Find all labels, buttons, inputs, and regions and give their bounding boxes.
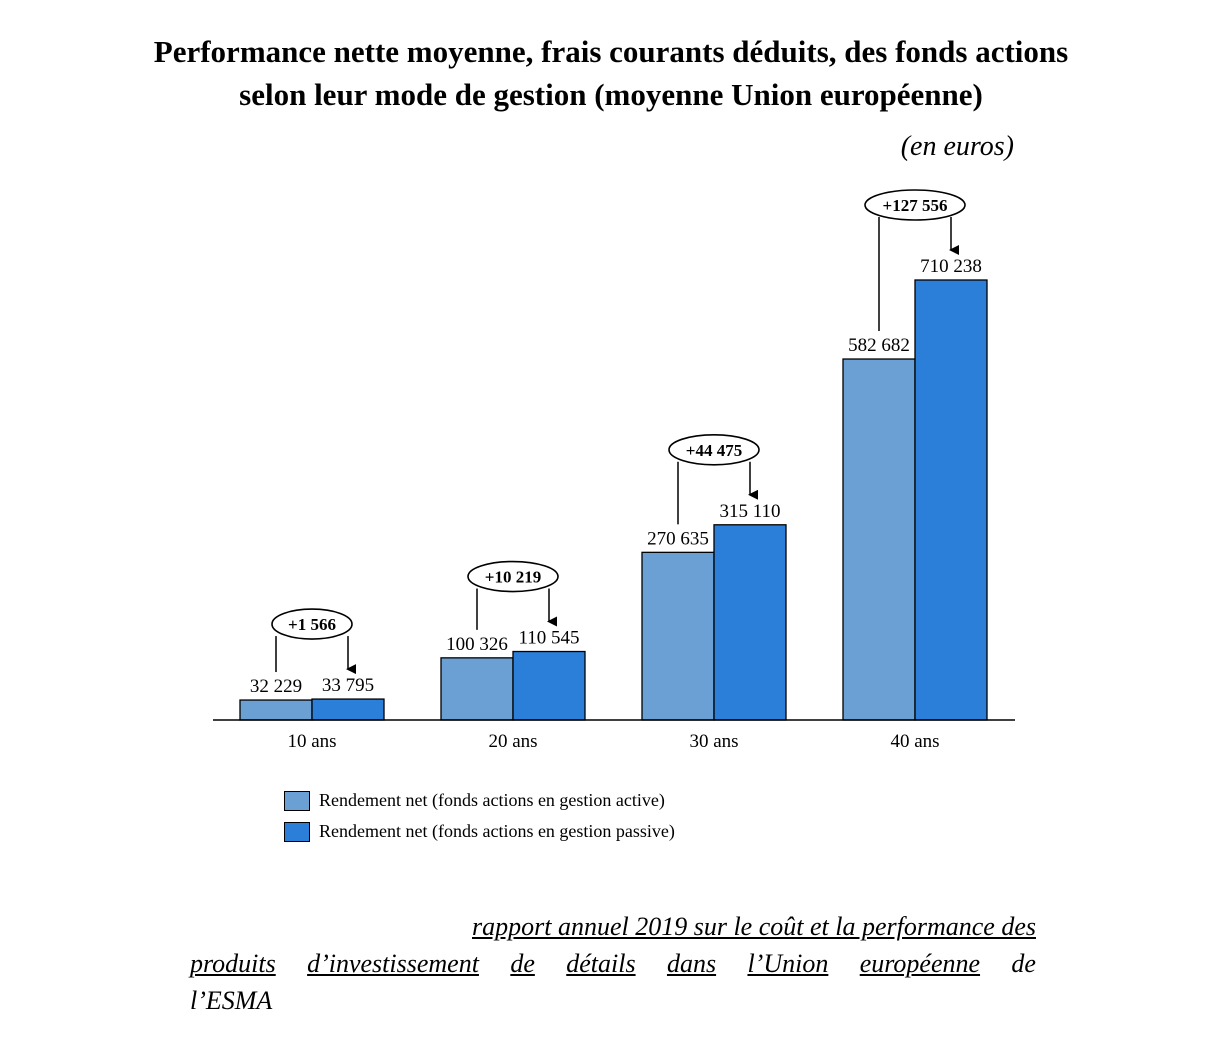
chart-title-line2: selon leur mode de gestion (moyenne Unio…: [239, 77, 983, 112]
bar-active: [842, 358, 916, 721]
source-line2-word: produits: [190, 949, 276, 978]
annotation-ellipse: [668, 433, 760, 466]
source-line1: rapport annuel 2019 sur le coût et la pe…: [190, 908, 1036, 945]
source-line2-word: l’Union: [747, 949, 829, 978]
data-label-passive: 710 238: [920, 256, 982, 277]
chart-title: Performance nette moyenne, frais courant…: [0, 30, 1222, 116]
data-label-passive: 33 795: [322, 675, 374, 696]
bar-chart: 32 229 33 795 10 ans +1 566 100 326 110 545 20…: [213, 189, 1015, 752]
annotation-ellipse: [271, 608, 353, 640]
source-line2-word: de: [510, 949, 535, 978]
legend-item-active: Rendement net (fonds actions en gestion …: [284, 785, 675, 816]
legend-swatch-passive: [284, 821, 310, 842]
data-label-passive: 110 545: [518, 628, 579, 649]
bar-passive: [512, 650, 586, 721]
legend: Rendement net (fonds actions en gestion …: [284, 785, 675, 847]
bar-active: [440, 657, 514, 721]
legend-label-active: Rendement net (fonds actions en gestion …: [319, 790, 665, 810]
x-tick-label: 20 ans: [488, 731, 537, 752]
difference-label: +10 219: [485, 568, 541, 587]
difference-label: +127 556: [883, 196, 948, 215]
source-line2-word: dans: [666, 949, 717, 978]
difference-label: +1 566: [288, 615, 336, 634]
source-line3: l’ESMA: [190, 986, 273, 1015]
data-label-passive: 315 110: [719, 501, 780, 522]
annotation-ellipse: [864, 189, 966, 221]
units-label: (en euros): [900, 131, 1014, 162]
source-line2-word: d’investissement: [307, 949, 479, 978]
legend-item-passive: Rendement net (fonds actions en gestion …: [284, 816, 675, 847]
source-line2: produits d’investissement de détails dans l’U…: [190, 945, 1036, 982]
legend-label-passive: Rendement net (fonds actions en gestion …: [319, 821, 675, 841]
source-line1-text: rapport annuel 2019 sur le coût et la pe…: [472, 912, 1036, 941]
source-line2-word: de: [1011, 949, 1036, 978]
bar-passive: [914, 279, 988, 721]
chart-title-line1: Performance nette moyenne, frais courant…: [153, 34, 1069, 69]
legend-swatch-active: [284, 790, 310, 811]
data-label-active: 32 229: [250, 676, 302, 697]
x-tick-label: 30 ans: [689, 731, 738, 752]
bar-active: [641, 551, 715, 721]
data-label-active: 100 326: [446, 634, 508, 655]
data-label-active: 270 635: [647, 528, 709, 549]
source-line2-word: détails: [566, 949, 636, 978]
annotation-ellipse: [467, 560, 559, 593]
source-line2-word: européenne: [859, 949, 981, 978]
data-label-active: 582 682: [848, 335, 910, 356]
bar-passive: [311, 698, 385, 721]
source-citation: rapport annuel 2019 sur le coût et la pe…: [190, 908, 1036, 1019]
bar-active: [239, 699, 313, 721]
x-tick-label: 40 ans: [890, 731, 939, 752]
bar-passive: [713, 524, 787, 721]
difference-label: +44 475: [686, 441, 742, 460]
x-tick-label: 10 ans: [287, 731, 336, 752]
